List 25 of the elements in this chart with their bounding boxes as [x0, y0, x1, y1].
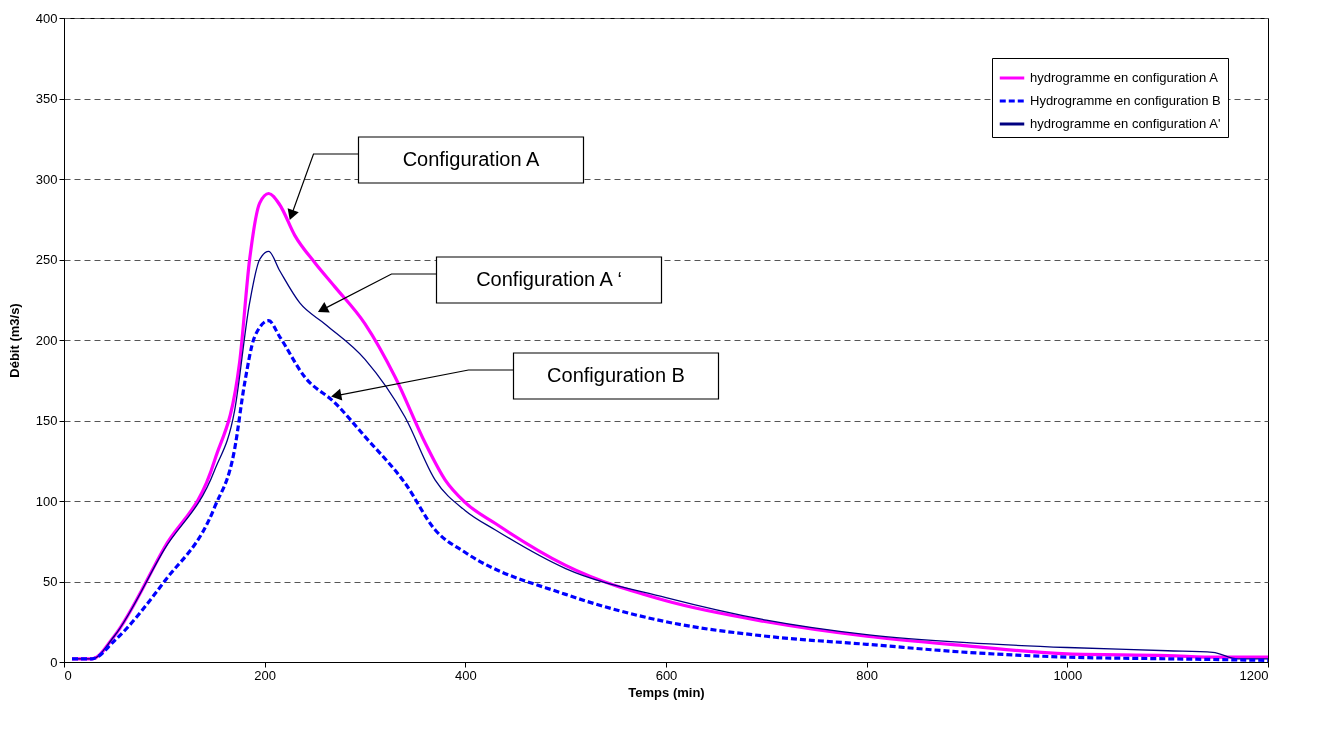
y-tick-label: 300 — [35, 171, 58, 187]
annotation: Configuration A ‘ — [476, 268, 622, 290]
annotation: Configuration A — [402, 148, 541, 170]
x-tick-label: 1200 — [1239, 667, 1269, 683]
legend-label: hydrogramme en configuration A' — [1030, 116, 1221, 131]
x-axis-title: Temps (min) — [628, 684, 705, 700]
y-tick-label: 150 — [35, 413, 58, 428]
x-tick-label: 400 — [454, 667, 477, 683]
x-tick-label: 0 — [64, 667, 72, 683]
y-tick-label: 200 — [35, 332, 58, 348]
y-tick-label: 50 — [43, 574, 58, 589]
y-tick-label: 400 — [35, 10, 58, 26]
y-axis-title: Débit (m3/s) — [6, 303, 22, 378]
x-tick-label: 1000 — [1053, 667, 1083, 683]
legend-label: hydrogramme en configuration A — [1030, 70, 1219, 85]
y-tick-label: 0 — [50, 654, 58, 670]
y-tick-label: 250 — [35, 252, 58, 267]
x-tick-label: 200 — [254, 667, 277, 683]
annotation: Configuration B — [547, 364, 685, 386]
x-tick-label: 800 — [856, 667, 879, 683]
legend-label: Hydrogramme en configuration B — [1030, 93, 1221, 108]
x-tick-label: 600 — [655, 667, 678, 683]
y-tick-label: 350 — [35, 91, 58, 106]
line-series — [70, 319, 1268, 662]
y-tick-label: 100 — [35, 493, 58, 509]
